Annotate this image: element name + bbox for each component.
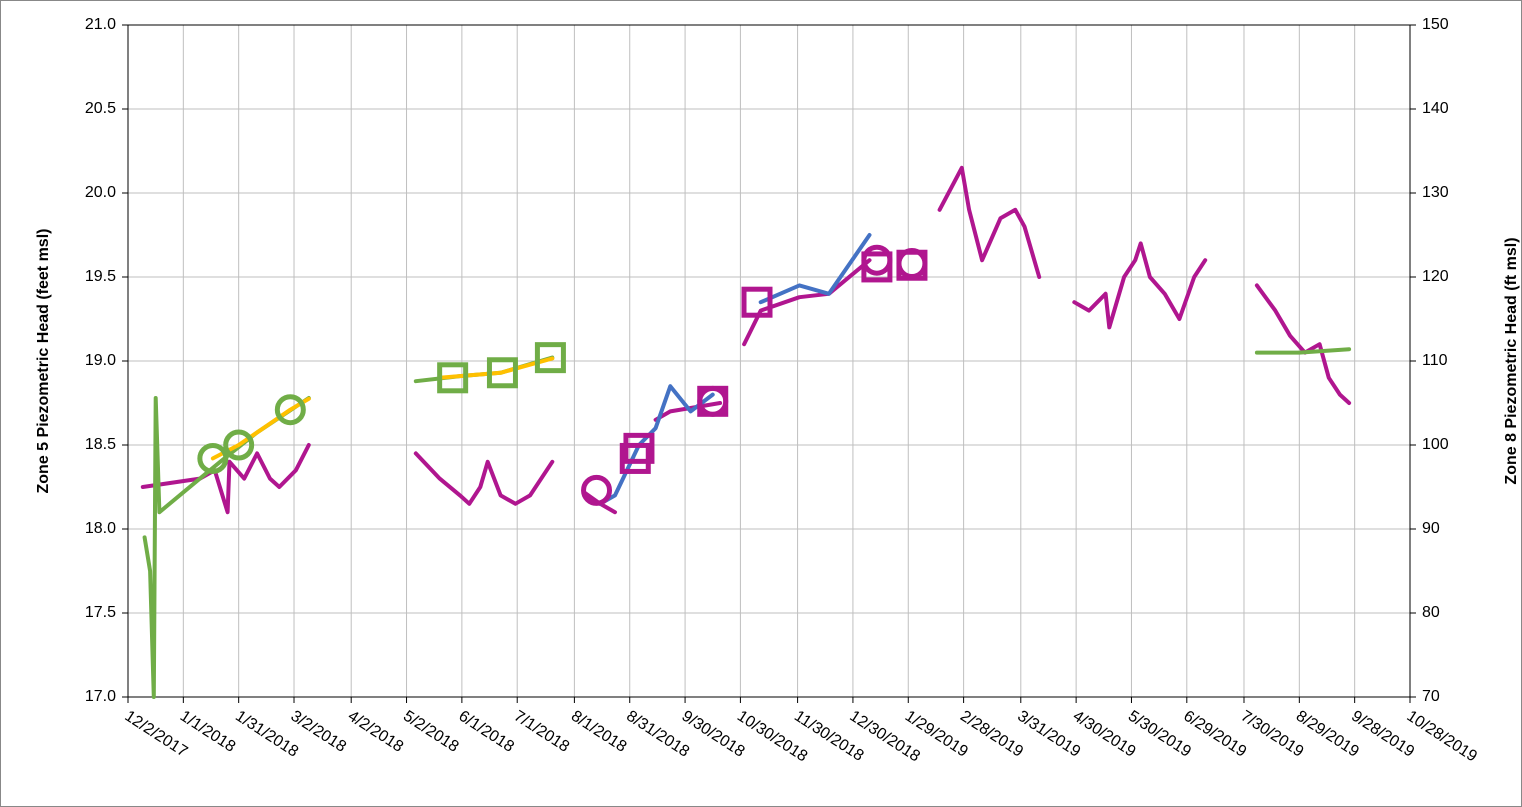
y-tick-label: 17.5 (85, 604, 116, 621)
y2-tick-label: 120 (1422, 268, 1449, 285)
square-marker (861, 251, 893, 283)
y2-tick-label: 150 (1422, 16, 1449, 33)
y-tick-label: 20.0 (85, 184, 116, 201)
square-marker (437, 362, 469, 394)
y2-tick-label: 90 (1422, 520, 1440, 537)
y2-tick-label: 140 (1422, 100, 1449, 117)
y2-tick-label: 70 (1422, 688, 1440, 705)
square-marker (697, 385, 729, 417)
y2-tick-label: 110 (1422, 352, 1448, 369)
square-marker (623, 432, 655, 464)
y-tick-label: 19.5 (85, 268, 116, 285)
square-marker (534, 342, 566, 374)
circle-marker (581, 474, 613, 506)
y-tick-label: 20.5 (85, 100, 116, 117)
circle-marker (197, 442, 229, 474)
circle-marker (274, 394, 306, 426)
plot-frame (127, 24, 1411, 698)
y-tick-label: 21.0 (85, 16, 116, 33)
square-marker (896, 249, 928, 281)
y2-axis-title: Zone 8 Piezometric Head (ft msl) (1503, 237, 1520, 484)
y-tick-label: 18.5 (85, 436, 116, 453)
circle-marker (223, 429, 255, 461)
square-marker (619, 442, 651, 474)
square-marker (741, 286, 773, 318)
square-marker (486, 357, 518, 389)
y-tick-label: 19.0 (85, 352, 116, 369)
y-tick-label: 17.0 (85, 688, 116, 705)
y-axis-title: Zone 5 Piezometric Head (feet msl) (35, 229, 52, 494)
y-tick-label: 18.0 (85, 520, 116, 537)
y2-tick-label: 80 (1422, 604, 1440, 621)
series-line (598, 233, 872, 506)
y2-tick-label: 100 (1422, 436, 1449, 453)
y2-tick-label: 130 (1422, 184, 1449, 201)
